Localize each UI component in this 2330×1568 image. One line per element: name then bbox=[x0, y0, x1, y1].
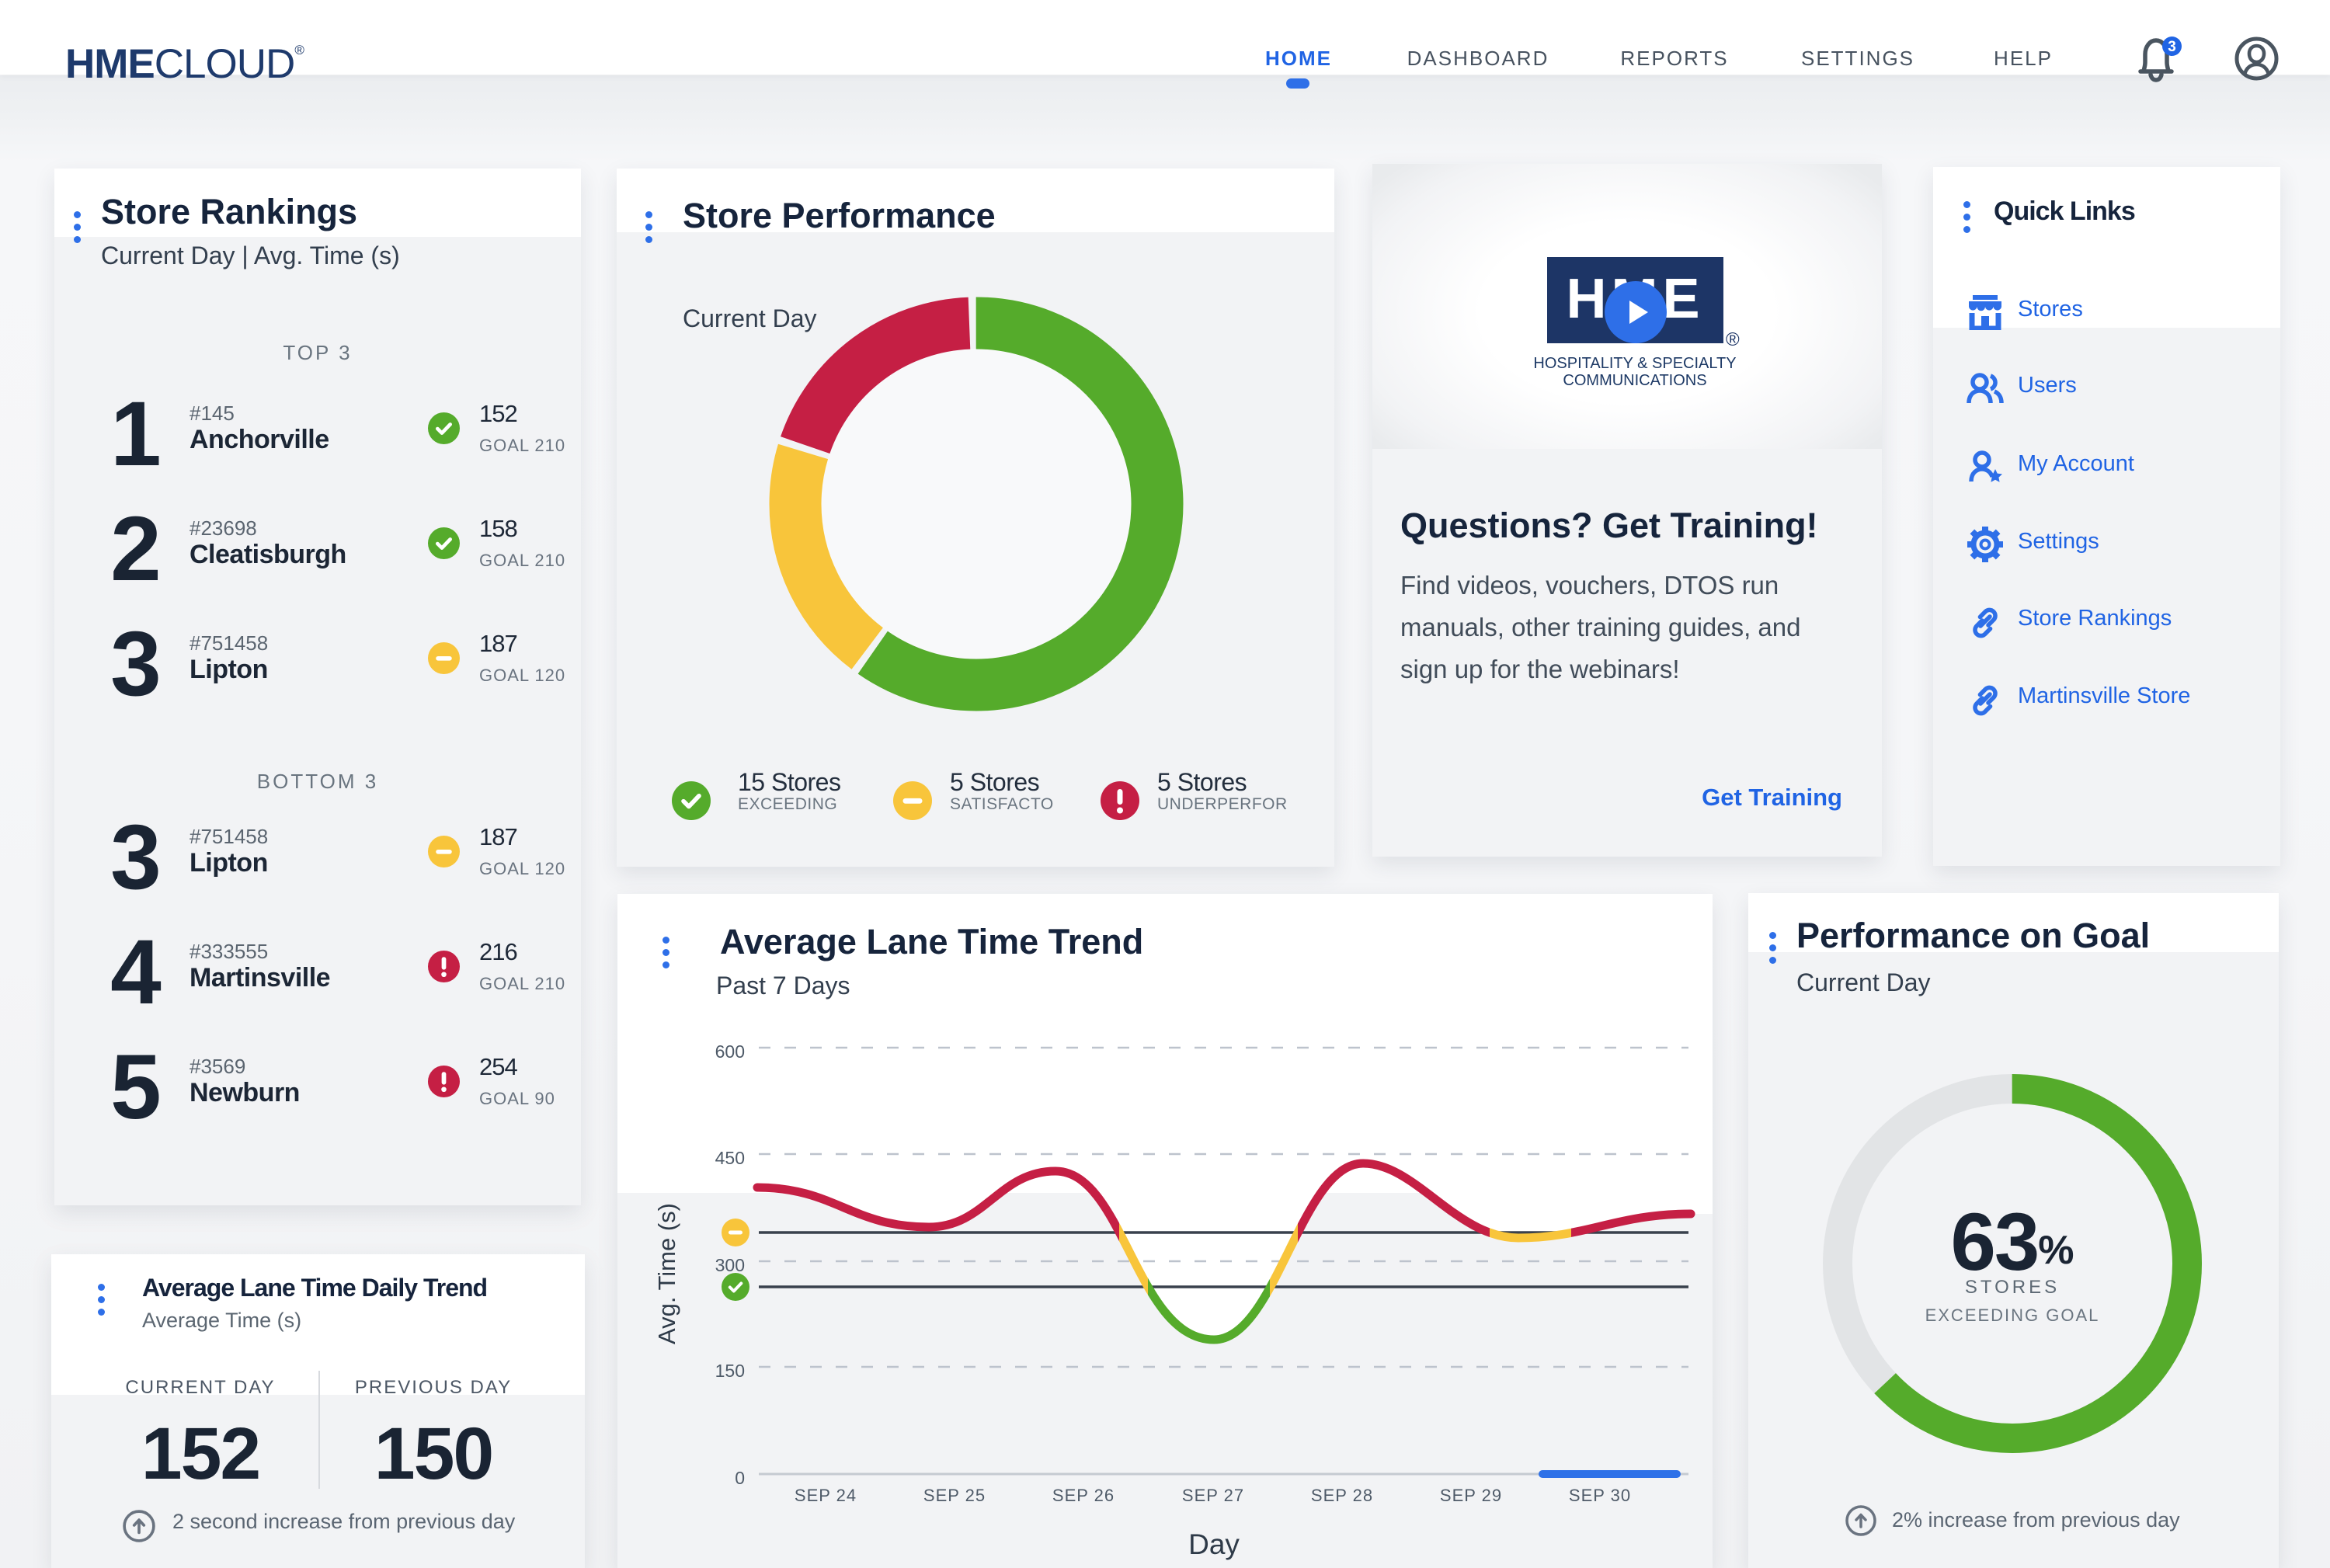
svg-text:600: 600 bbox=[715, 1041, 745, 1062]
svg-text:SEP 27: SEP 27 bbox=[1182, 1486, 1244, 1505]
svg-text:SEP 24: SEP 24 bbox=[795, 1486, 857, 1505]
svg-text:150: 150 bbox=[715, 1361, 745, 1381]
svg-text:Avg. Time (s): Avg. Time (s) bbox=[653, 1203, 680, 1344]
svg-text:SEP 30: SEP 30 bbox=[1569, 1486, 1631, 1505]
svg-text:0: 0 bbox=[735, 1468, 745, 1488]
svg-text:SEP 29: SEP 29 bbox=[1440, 1486, 1502, 1505]
svg-text:SEP 25: SEP 25 bbox=[923, 1486, 986, 1505]
svg-text:SEP 28: SEP 28 bbox=[1311, 1486, 1373, 1505]
svg-text:300: 300 bbox=[715, 1255, 745, 1275]
svg-text:450: 450 bbox=[715, 1148, 745, 1168]
svg-text:Day: Day bbox=[1188, 1528, 1240, 1560]
svg-text:SEP 26: SEP 26 bbox=[1052, 1486, 1115, 1505]
